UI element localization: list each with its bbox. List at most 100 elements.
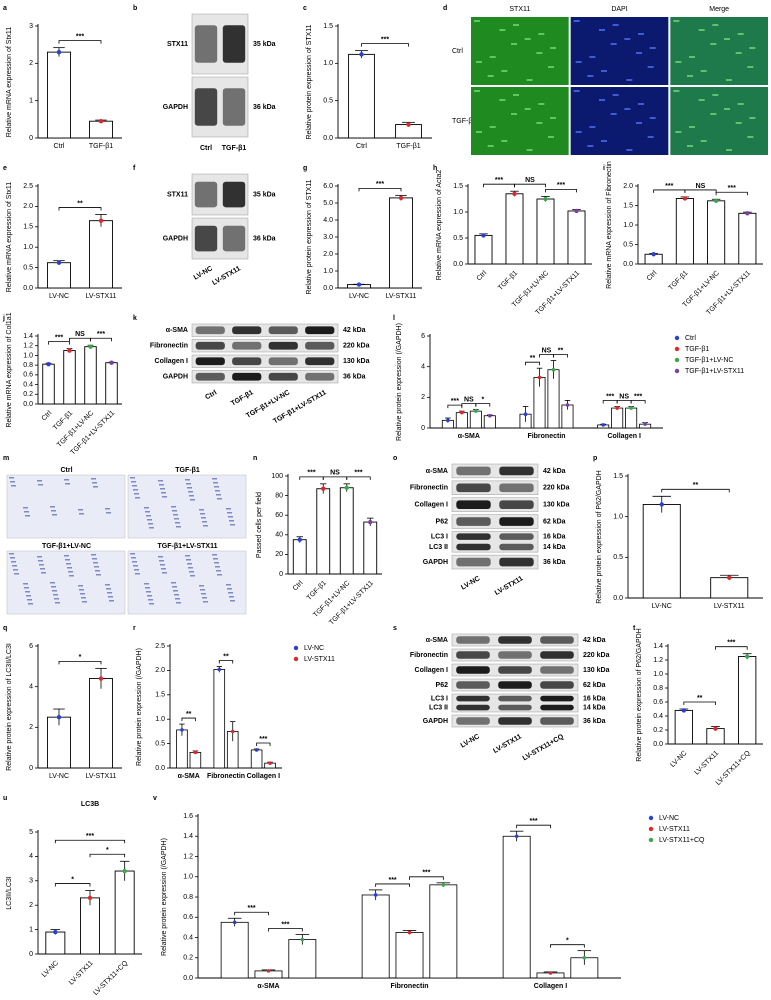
blot-size-label: 36 kDa (543, 559, 566, 566)
significance-label: ** (530, 355, 536, 362)
micrograph-texture (133, 489, 138, 491)
y-tick-label: 1.0 (23, 352, 33, 359)
dot (88, 344, 93, 349)
blot-band (194, 25, 218, 63)
legend-marker (674, 368, 680, 374)
blot-band (305, 372, 335, 381)
legend-marker (648, 837, 654, 843)
micrograph-texture (548, 66, 554, 68)
blot-size-label: 16 kDa (543, 534, 566, 541)
significance-label: *** (259, 736, 267, 743)
significance-bracket (58, 207, 102, 211)
significance-label: ** (77, 200, 83, 207)
blot-band (540, 681, 574, 689)
bar (47, 262, 72, 289)
micrograph-texture (144, 507, 149, 509)
row-label: TGF-β1 (452, 118, 476, 125)
blot-band (498, 681, 532, 689)
legend-label: LV-STX11+CQ (659, 837, 705, 844)
y-tick-label: 1.4 (23, 333, 33, 340)
micrograph-texture (601, 70, 607, 72)
micrograph-texture (186, 483, 191, 485)
significance-bracket (69, 337, 91, 342)
micrograph-texture (149, 527, 154, 529)
significance-label: *** (86, 833, 94, 840)
bar (536, 198, 555, 265)
y-tick-label: 1.0 (453, 209, 463, 216)
bar (505, 193, 524, 265)
micrograph-texture (749, 47, 756, 49)
legend-marker (293, 645, 299, 651)
micrograph-texture (538, 103, 545, 105)
blot-band (456, 483, 491, 493)
micrograph-texture (79, 589, 84, 591)
micrograph-texture (148, 523, 153, 525)
significance-bracket (181, 717, 196, 722)
significance-bracket (90, 337, 112, 342)
legend-label: TGF-β1 (685, 346, 709, 353)
legend-marker (293, 656, 299, 662)
blot-row-label: Fibronectin (410, 652, 448, 659)
bar (88, 678, 113, 769)
blot-band (456, 557, 491, 567)
micrograph-texture (201, 593, 206, 595)
micrograph-texture (589, 126, 596, 128)
dot (122, 868, 127, 874)
blot-band (456, 681, 490, 689)
micrograph-texture (41, 572, 46, 574)
y-tick-label: 100 (271, 473, 283, 480)
blot-size-label: 62 kDa (583, 682, 606, 689)
y-tick-label: 0.0 (23, 401, 33, 408)
x-tick-label: TGF-β1+LV-NC (56, 410, 95, 449)
legend-label: TGF-β1+LV-STX11 (685, 368, 744, 375)
micrograph-texture (64, 479, 69, 481)
significance-bracket (525, 361, 540, 366)
bar (455, 412, 468, 429)
micrograph-texture (158, 556, 163, 558)
panel-letter: e (3, 165, 7, 172)
blot-band (499, 483, 534, 493)
blot-strip (191, 354, 339, 368)
micrograph-texture (159, 560, 164, 562)
dot (512, 191, 517, 196)
blot-row-label: GAPDH (163, 235, 188, 242)
y-tick-label: 2 (29, 902, 33, 909)
y-tick-label: 0 (279, 571, 283, 578)
significance-label: *** (634, 393, 642, 400)
y-axis-label: Relative protein expression of P62/GAPDH (596, 470, 603, 603)
dot (681, 708, 687, 713)
blot-row-label: α-SMA (166, 327, 188, 334)
micrograph-texture (227, 588, 232, 590)
dot (297, 537, 302, 542)
blot-row-label: LC3 II (429, 704, 448, 711)
micrograph-texture (135, 497, 140, 499)
blot-band (305, 326, 335, 335)
x-tick-label: TGF-β1 (89, 143, 113, 150)
micrograph-texture (147, 519, 152, 521)
blot-size-label: 36 kDa (253, 235, 276, 242)
micrograph-texture (212, 554, 217, 556)
significance-label: NS (542, 347, 552, 354)
micrograph-texture (82, 601, 87, 603)
y-tick-label: 0.5 (155, 740, 165, 747)
panel-letter: q (3, 625, 7, 632)
panel-letter: g (303, 165, 307, 172)
micrograph-texture (636, 52, 642, 54)
micrograph (471, 17, 569, 85)
bar (63, 350, 76, 405)
micrograph-texture (25, 591, 30, 593)
y-tick-label: 0.6 (23, 372, 33, 379)
micrograph-texture (649, 47, 656, 49)
y-tick-label: 0.0 (183, 975, 193, 982)
blot-size-label: 36 kDa (583, 718, 606, 725)
micrograph-texture (230, 600, 235, 602)
dot (643, 422, 647, 426)
significance-label: NS (75, 331, 85, 338)
blot-size-label: 42 kDa (543, 468, 566, 475)
blot-band (456, 651, 490, 659)
y-tick-label: 0.5 (323, 98, 333, 105)
micrograph-texture (524, 108, 531, 110)
significance-bracket (322, 476, 348, 480)
micrograph-texture (476, 131, 482, 133)
dot (651, 252, 656, 257)
